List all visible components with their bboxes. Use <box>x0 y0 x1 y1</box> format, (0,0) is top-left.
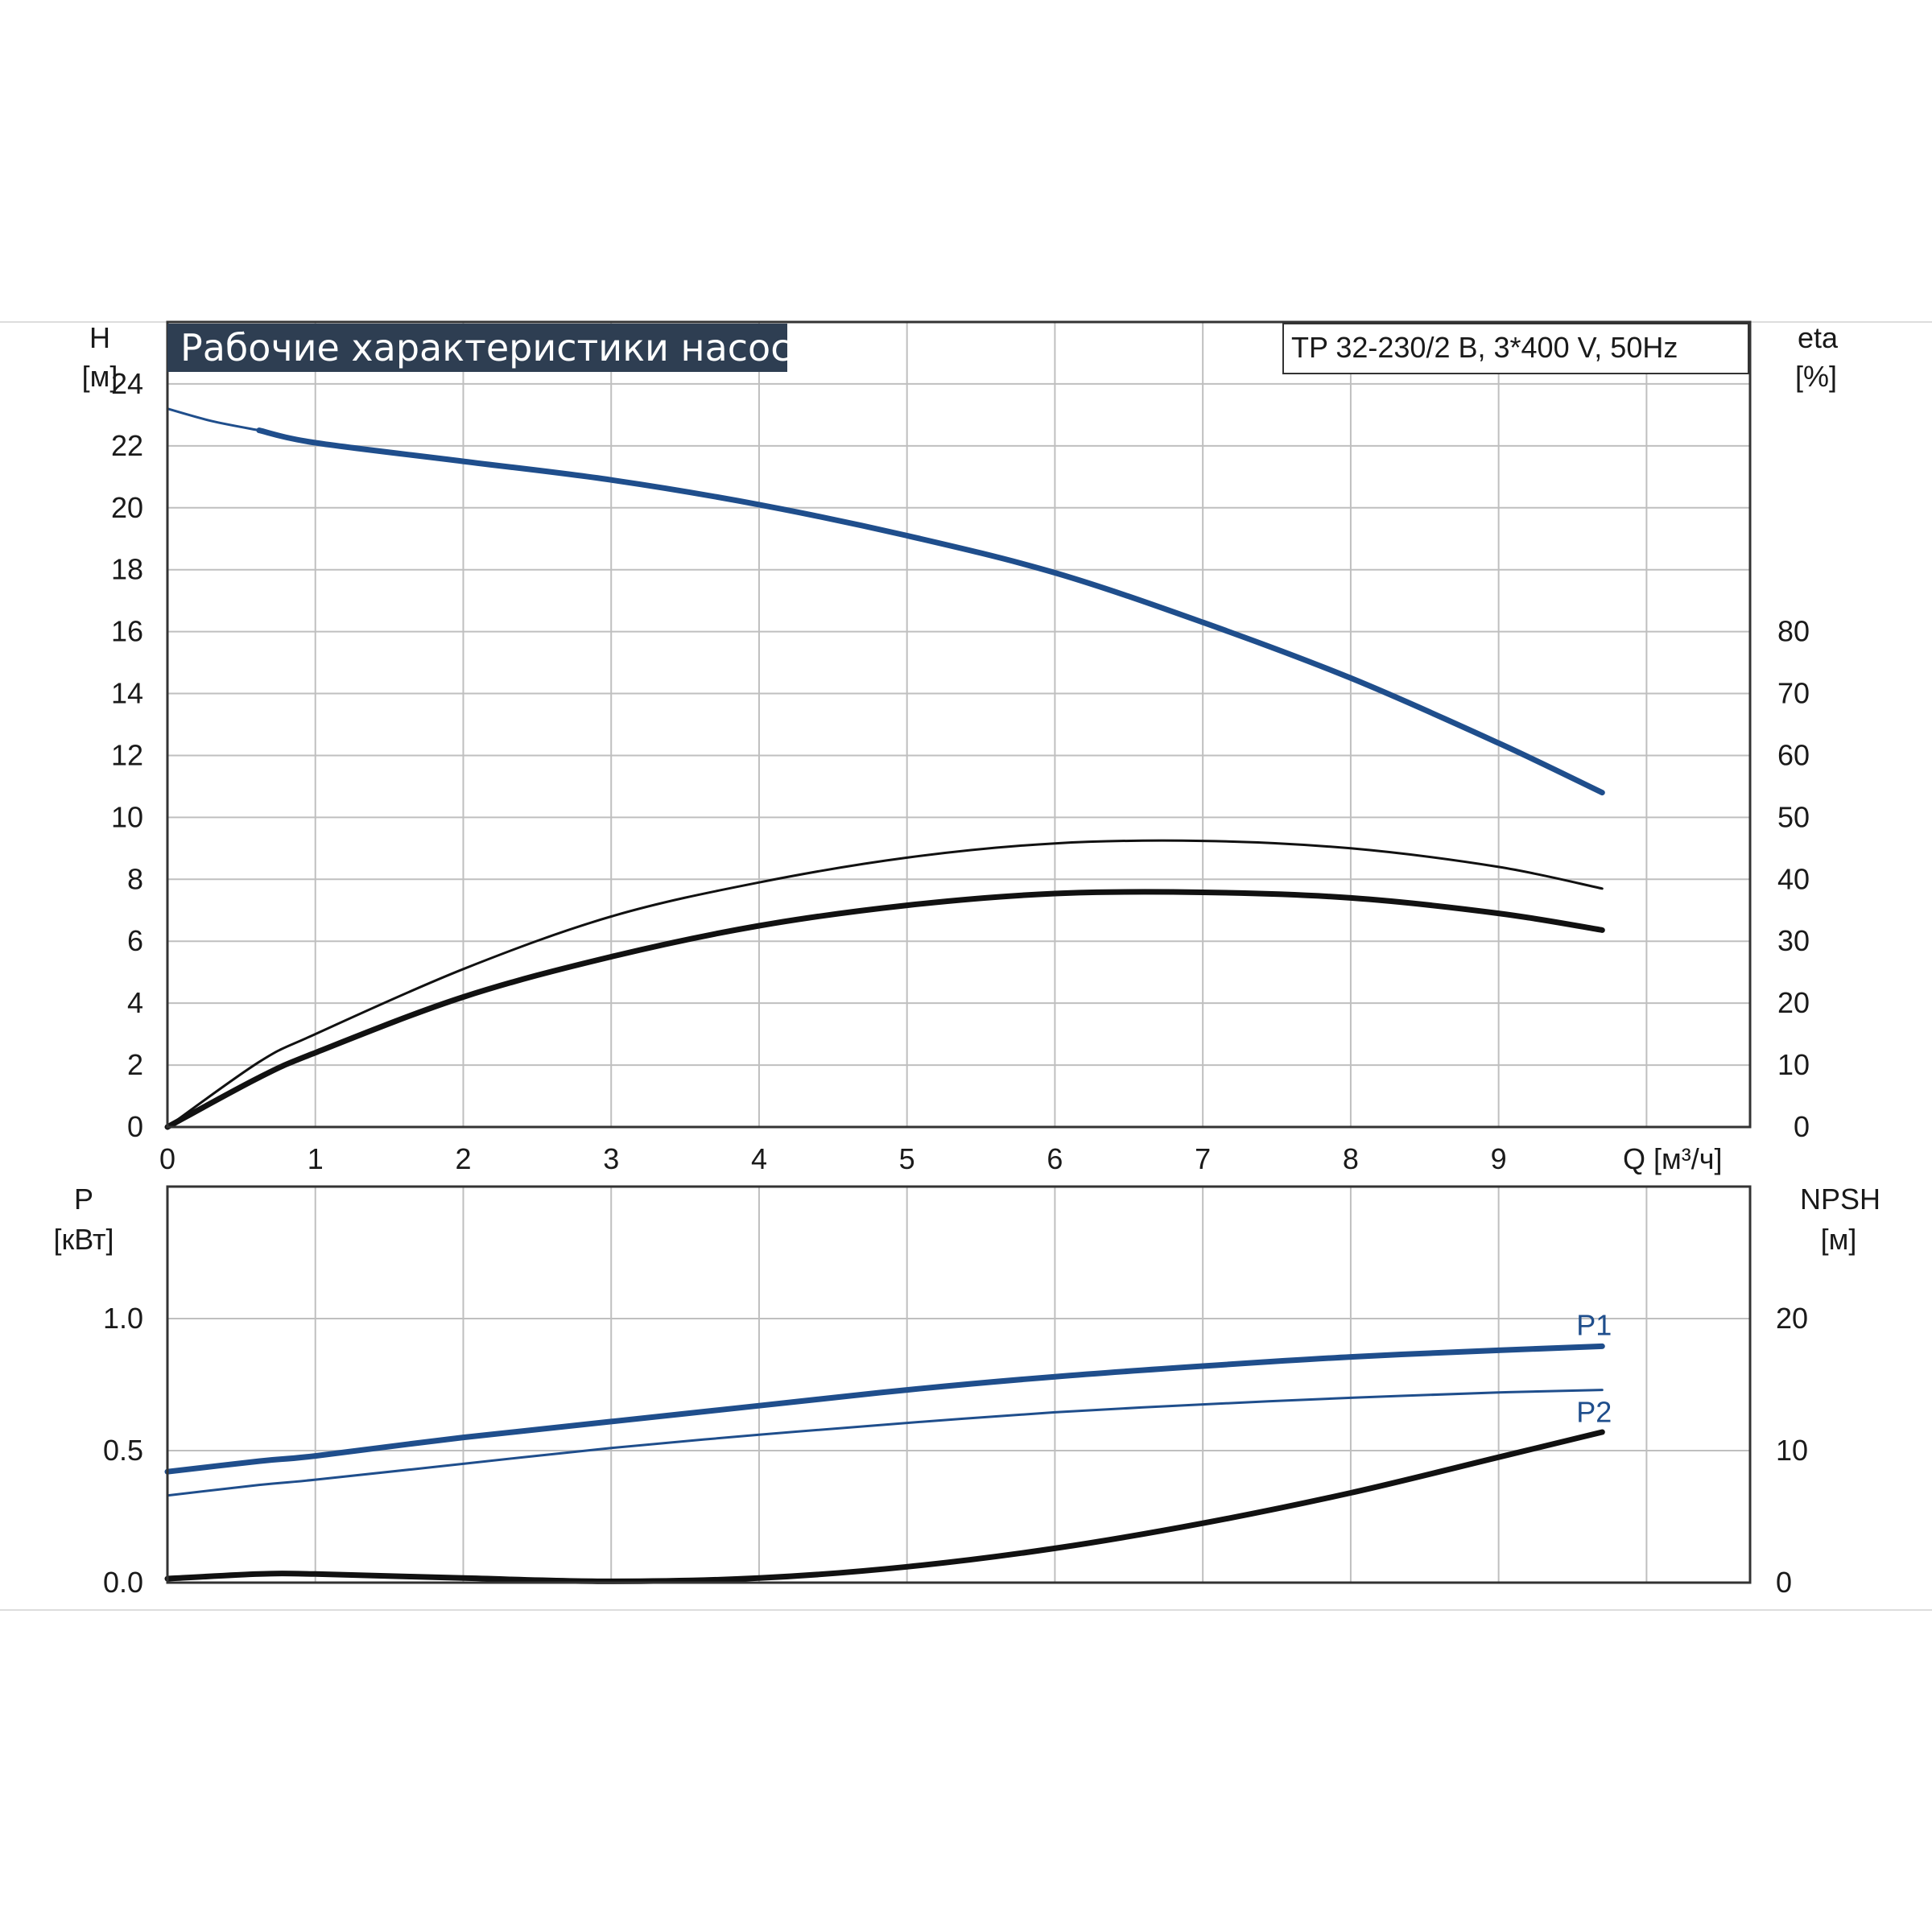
eta-axis-unit: [%] <box>1795 360 1837 393</box>
upper-grid <box>167 321 1750 1127</box>
eta-axis-label: eta <box>1798 321 1839 354</box>
lower-plot-frame <box>166 1185 1752 1584</box>
h-axis-unit: [м] <box>82 360 118 393</box>
eta-tick-label: 40 <box>1777 862 1810 895</box>
x-tick-label: 1 <box>308 1142 324 1175</box>
eta-tick-label: 50 <box>1777 800 1810 833</box>
npsh-tick-label: 0 <box>1776 1566 1792 1599</box>
npsh-axis-unit: [м] <box>1821 1223 1857 1256</box>
h-tick-label: 22 <box>111 429 143 462</box>
eta-tick-label: 10 <box>1777 1048 1810 1081</box>
curve-label-P2: P2 <box>1576 1396 1612 1429</box>
model-box <box>1282 323 1749 374</box>
h-tick-label: 20 <box>111 491 143 524</box>
h-tick-label: 0 <box>127 1110 143 1143</box>
npsh-tick-label: 10 <box>1776 1434 1808 1467</box>
model-label: TP 32-230/2 B, 3*400 V, 50Hz <box>1291 331 1678 364</box>
h-tick-label: 18 <box>111 553 143 586</box>
x-tick-label: 9 <box>1491 1142 1507 1175</box>
curve-NPSH <box>164 1429 1605 1584</box>
upper-plot-frame <box>166 320 1752 1129</box>
h-tick-label: 6 <box>127 924 143 957</box>
x-tick-label: 3 <box>603 1142 619 1175</box>
eta-tick-label: 60 <box>1777 738 1810 771</box>
eta-tick-label: 0 <box>1794 1110 1810 1143</box>
lower-curves <box>164 1343 1605 1584</box>
h-tick-label: 10 <box>111 800 143 833</box>
npsh-tick-label: 20 <box>1776 1302 1808 1335</box>
curve-labels: P1 P2 <box>1576 1308 1612 1428</box>
chart-title: Рабочие характеристики насоса <box>180 326 814 369</box>
h-tick-label: 16 <box>111 615 143 648</box>
x-tick-label: 5 <box>899 1142 915 1175</box>
eta-tick-label: 70 <box>1777 677 1810 710</box>
h-tick-label: 8 <box>127 862 143 895</box>
p-axis-unit: [кВт] <box>53 1223 114 1256</box>
curve-H <box>256 427 1605 796</box>
p-tick-label: 0.5 <box>103 1434 143 1467</box>
curve-label-P1: P1 <box>1576 1308 1612 1341</box>
x-tick-label: 4 <box>751 1142 767 1175</box>
upper-curves <box>164 407 1605 1130</box>
x-tick-label: 6 <box>1046 1142 1063 1175</box>
x-tick-label: 7 <box>1195 1142 1211 1175</box>
curve-P1 <box>164 1343 1605 1475</box>
eta-tick-label: 30 <box>1777 924 1810 957</box>
h-tick-label: 2 <box>127 1048 143 1081</box>
p-tick-label: 0.0 <box>103 1566 143 1599</box>
curve-eta-thick <box>164 889 1605 1130</box>
x-tick-label: 2 <box>455 1142 471 1175</box>
p-axis-label: P <box>74 1183 93 1216</box>
x-tick-label: 0 <box>159 1142 175 1175</box>
eta-tick-label: 20 <box>1777 986 1810 1019</box>
tick-labels: 0 1 2 3 4 5 6 7 8 9024681012141618202224010203040… <box>103 367 1810 1599</box>
h-tick-label: 14 <box>111 677 143 710</box>
curve-eta-thin <box>166 839 1604 1129</box>
lower-grid <box>167 1187 1750 1583</box>
h-tick-label: 4 <box>127 986 143 1019</box>
npsh-axis-label: NPSH <box>1800 1183 1880 1216</box>
h-tick-label: 24 <box>111 367 143 400</box>
q-axis-label: Q [м³/ч] <box>1623 1142 1723 1175</box>
curve-H-extension <box>166 407 261 432</box>
h-axis-label: H <box>89 321 110 354</box>
h-tick-label: 12 <box>111 738 143 771</box>
eta-tick-label: 80 <box>1777 615 1810 648</box>
curve-P2 <box>166 1389 1604 1497</box>
title-box <box>167 324 787 372</box>
x-tick-label: 8 <box>1343 1142 1359 1175</box>
p-tick-label: 1.0 <box>103 1302 143 1335</box>
